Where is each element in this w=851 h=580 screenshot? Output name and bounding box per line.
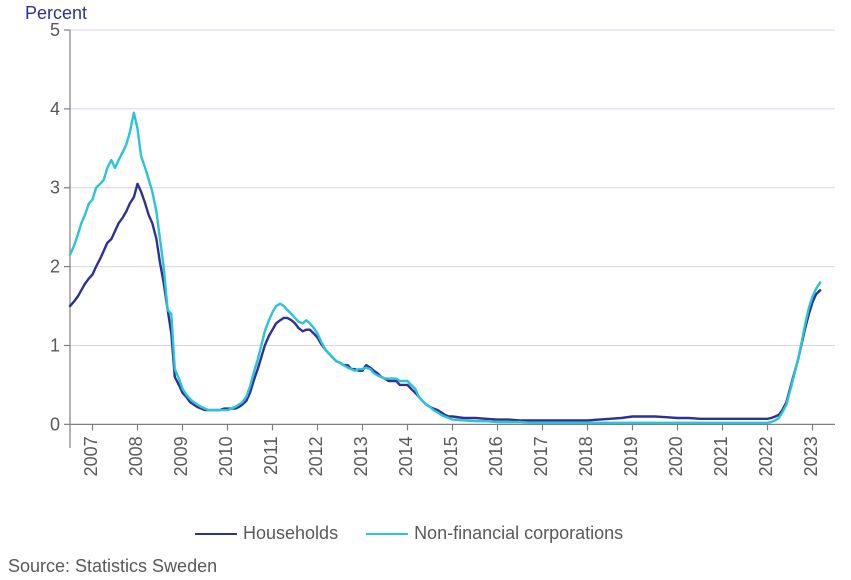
svg-text:1: 1 — [50, 335, 60, 355]
svg-text:2017: 2017 — [531, 436, 551, 476]
svg-text:2010: 2010 — [216, 436, 236, 476]
legend-line — [195, 533, 237, 535]
svg-text:2013: 2013 — [351, 436, 371, 476]
svg-text:2023: 2023 — [801, 436, 821, 476]
legend: Households Non-financial corporations — [195, 523, 623, 544]
legend-label: Non-financial corporations — [414, 523, 623, 544]
svg-text:2015: 2015 — [441, 436, 461, 476]
svg-text:2018: 2018 — [576, 436, 596, 476]
svg-text:2016: 2016 — [486, 436, 506, 476]
svg-text:2019: 2019 — [621, 436, 641, 476]
legend-label: Households — [243, 523, 338, 544]
legend-item: Households — [195, 523, 338, 544]
svg-text:2020: 2020 — [666, 436, 686, 476]
chart-svg: 0123452007200820092010201120122013201420… — [0, 0, 851, 580]
svg-text:2009: 2009 — [171, 436, 191, 476]
svg-text:3: 3 — [50, 178, 60, 198]
line-chart: Percent 01234520072008200920102011201220… — [0, 0, 851, 580]
svg-text:4: 4 — [50, 99, 60, 119]
svg-text:2008: 2008 — [126, 436, 146, 476]
svg-text:2022: 2022 — [756, 436, 776, 476]
svg-text:2021: 2021 — [711, 436, 731, 476]
svg-text:2: 2 — [50, 257, 60, 277]
legend-line — [366, 533, 408, 535]
y-axis-label: Percent — [25, 3, 87, 24]
legend-item: Non-financial corporations — [366, 523, 623, 544]
svg-text:2011: 2011 — [261, 436, 281, 475]
svg-text:0: 0 — [50, 414, 60, 434]
source-text: Source: Statistics Sweden — [8, 556, 217, 577]
svg-text:2012: 2012 — [306, 436, 326, 476]
svg-text:2007: 2007 — [81, 436, 101, 476]
svg-text:2014: 2014 — [396, 436, 416, 476]
